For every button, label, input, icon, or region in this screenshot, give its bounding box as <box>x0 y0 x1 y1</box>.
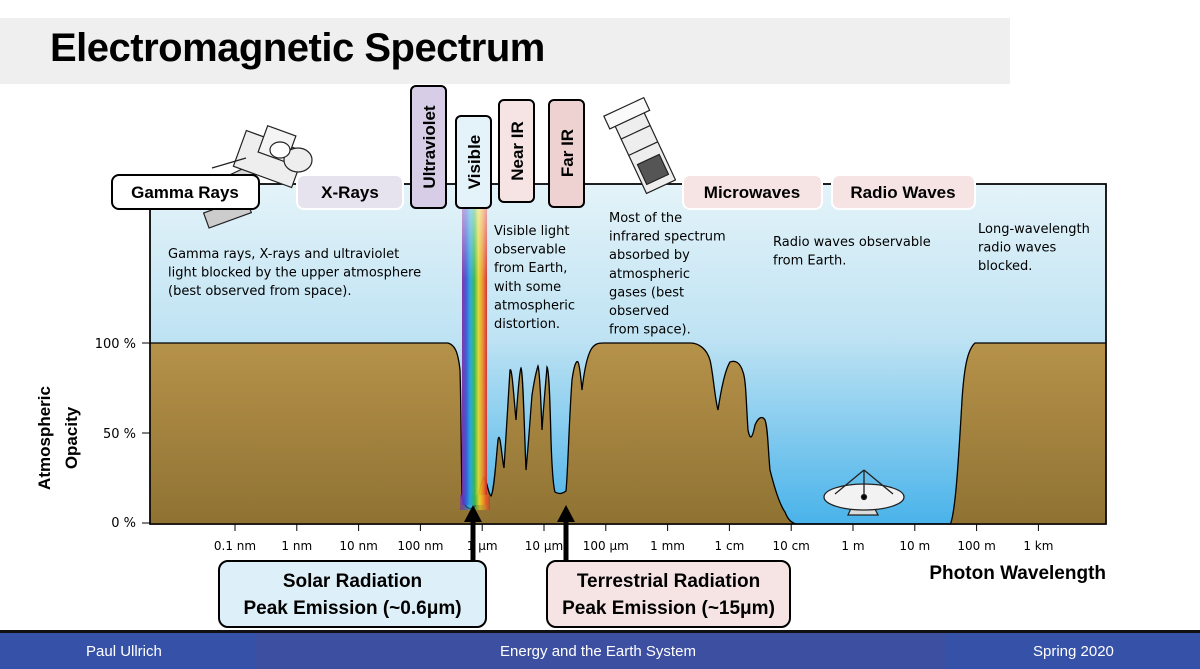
annotation-visible-line: from Earth, <box>494 261 567 276</box>
band-far-ir <box>548 99 585 208</box>
annotation-visible-line: with some <box>494 280 561 295</box>
annotation-infrared-line: Most of the <box>609 211 682 226</box>
annotation-infrared-line: observed <box>609 304 669 319</box>
x-tick-label: 10 cm <box>773 539 810 553</box>
solar-peak-emission: Peak Emission (~0.6μm) <box>243 598 462 619</box>
band-microwaves-label: Microwaves <box>704 183 800 202</box>
annotation-visible-line: distortion. <box>494 317 560 332</box>
band-ultraviolet <box>410 85 447 209</box>
footer-author: Paul Ullrich <box>86 643 162 660</box>
x-tick-label: 1 mm <box>650 539 685 553</box>
band-visible-label: Visible <box>465 135 484 190</box>
x-tick-label: 100 μm <box>583 539 629 553</box>
y-axis-label: Opacity <box>62 406 81 469</box>
annotation-radio-line: Radio waves observable <box>773 235 931 250</box>
solar-radiation-box: Solar Radiation Peak Emission (~0.6μm) <box>218 560 487 628</box>
footer-course: Energy and the Earth System <box>500 643 696 660</box>
y-axis: 100 % 50 % 0 % Atmospheric Opacity <box>35 337 150 531</box>
band-visible <box>455 115 492 209</box>
band-near-ir-label: Near IR <box>508 121 527 181</box>
annotation-infrared-line: atmospheric <box>609 267 690 282</box>
annotation-visible-line: atmospheric <box>494 298 575 313</box>
annotation-long-wave-line: Long-wavelength <box>978 222 1090 237</box>
x-tick-label: 1 cm <box>715 539 745 553</box>
terrestrial-radiation-box: Terrestrial Radiation Peak Emission (~15… <box>546 560 791 628</box>
annotation-long-wave-line: radio waves <box>978 241 1057 256</box>
band-gamma-rays <box>111 174 260 210</box>
annotation-visible-line: observable <box>494 243 566 258</box>
band-far-ir-label: Far IR <box>558 129 577 177</box>
band-ultraviolet-label: Ultraviolet <box>420 105 439 188</box>
band-near-ir <box>498 99 535 203</box>
x-tick-label: 1 km <box>1023 539 1053 553</box>
annotation-infrared-line: infrared spectrum <box>609 230 726 245</box>
opacity-curve <box>150 342 1106 524</box>
y-tick-label: 50 % <box>103 427 136 442</box>
annotation-blocked-line: light blocked by the upper atmosphere <box>168 266 421 281</box>
x-tick-label: 100 m <box>957 539 995 553</box>
x-axis: 0.1 nm 1 nm 10 nm 100 nm 1 μm 10 μm 100 μm 1 mm… <box>214 524 1053 553</box>
radio-dish-icon <box>823 469 905 516</box>
annotation-infrared-line: absorbed by <box>609 248 690 263</box>
band-gamma-rays-label: Gamma Rays <box>131 183 239 202</box>
title-bar <box>0 18 1010 84</box>
page-title: Electromagnetic Spectrum <box>50 26 545 70</box>
band-x-rays-label: X-Rays <box>321 183 379 202</box>
annotation-visible-line: Visible light <box>494 224 569 239</box>
band-x-rays <box>296 174 404 210</box>
annotation-radio-line: from Earth. <box>773 254 846 269</box>
annotation-infrared-line: gases (best <box>609 285 684 300</box>
x-tick-label: 100 nm <box>397 539 443 553</box>
solar-radiation-title: Solar Radiation <box>282 571 423 592</box>
terrestrial-peak-emission: Peak Emission (~15μm) <box>562 598 775 619</box>
x-axis-label: Photon Wavelength <box>929 563 1106 584</box>
footer: Paul Ullrich Energy and the Earth System… <box>0 630 1200 669</box>
terrestrial-radiation-title: Terrestrial Radiation <box>576 571 761 592</box>
telescope-icon <box>603 96 677 195</box>
band-microwaves <box>682 174 823 210</box>
x-tick-label: 10 μm <box>525 539 563 553</box>
annotation-long-wave-line: blocked. <box>978 259 1032 274</box>
x-tick-label: 10 m <box>899 539 930 553</box>
annotation-blocked-line: Gamma rays, X-rays and ultraviolet <box>168 247 399 262</box>
band-radio-waves-label: Radio Waves <box>850 183 955 202</box>
x-tick-label: 1 m <box>841 539 864 553</box>
x-tick-label: 1 nm <box>281 539 312 553</box>
footer-term: Spring 2020 <box>1033 643 1114 660</box>
spectrum-diagram: 100 % 50 % 0 % Atmospheric Opacity 0.1 n… <box>35 85 1107 584</box>
y-axis-label: Atmospheric <box>35 386 54 490</box>
annotation-blocked-line: (best observed from space). <box>168 284 351 299</box>
x-tick-label: 0.1 nm <box>214 539 256 553</box>
band-radio-waves <box>831 174 976 210</box>
y-tick-label: 100 % <box>95 337 136 352</box>
annotation-infrared-line: from space). <box>609 323 691 338</box>
x-tick-label: 10 nm <box>339 539 377 553</box>
y-tick-label: 0 % <box>111 516 136 531</box>
